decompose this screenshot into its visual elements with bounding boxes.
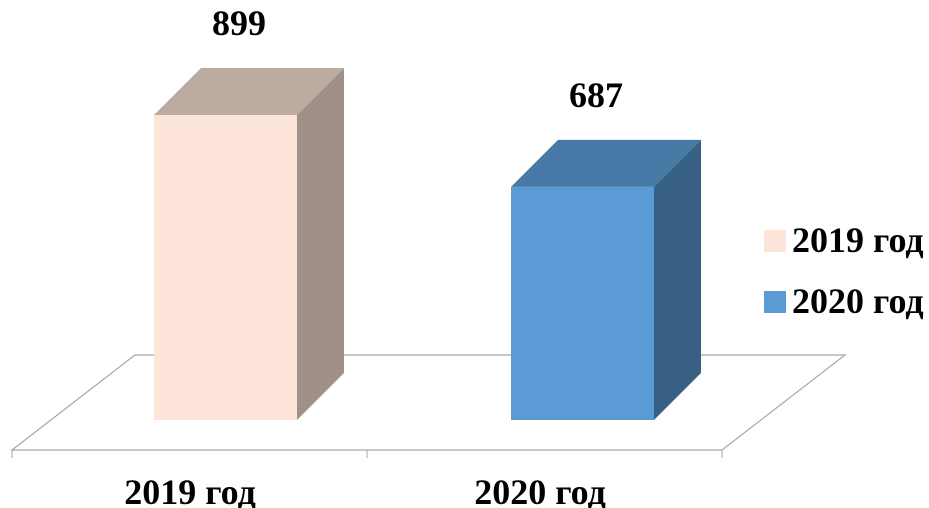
bar-side xyxy=(654,139,701,420)
legend-entry: 2019 год xyxy=(764,220,924,260)
bar-top xyxy=(154,68,344,115)
bar xyxy=(511,139,701,420)
bars-group: 899 687 xyxy=(154,3,701,420)
legend-swatch xyxy=(764,291,786,313)
x-axis-labels: 2019 год 2020 год xyxy=(124,472,606,508)
bar-front xyxy=(511,186,654,420)
legend-entry: 2020 год xyxy=(764,281,924,321)
bar-top xyxy=(511,139,701,187)
legend-label: 2019 год xyxy=(792,220,924,260)
bar xyxy=(154,68,344,420)
bar-side xyxy=(297,68,344,420)
legend: 2019 год 2020 год xyxy=(764,220,924,321)
x-tick-label: 2020 год xyxy=(474,472,606,508)
chart-floor xyxy=(10,354,847,458)
legend-swatch xyxy=(764,230,786,252)
x-tick-label: 2019 год xyxy=(124,472,256,508)
floor-plane xyxy=(10,354,847,451)
data-label: 687 xyxy=(569,75,623,115)
legend-label: 2020 год xyxy=(792,281,924,321)
bar-front xyxy=(154,115,297,420)
data-label: 899 xyxy=(212,3,266,43)
